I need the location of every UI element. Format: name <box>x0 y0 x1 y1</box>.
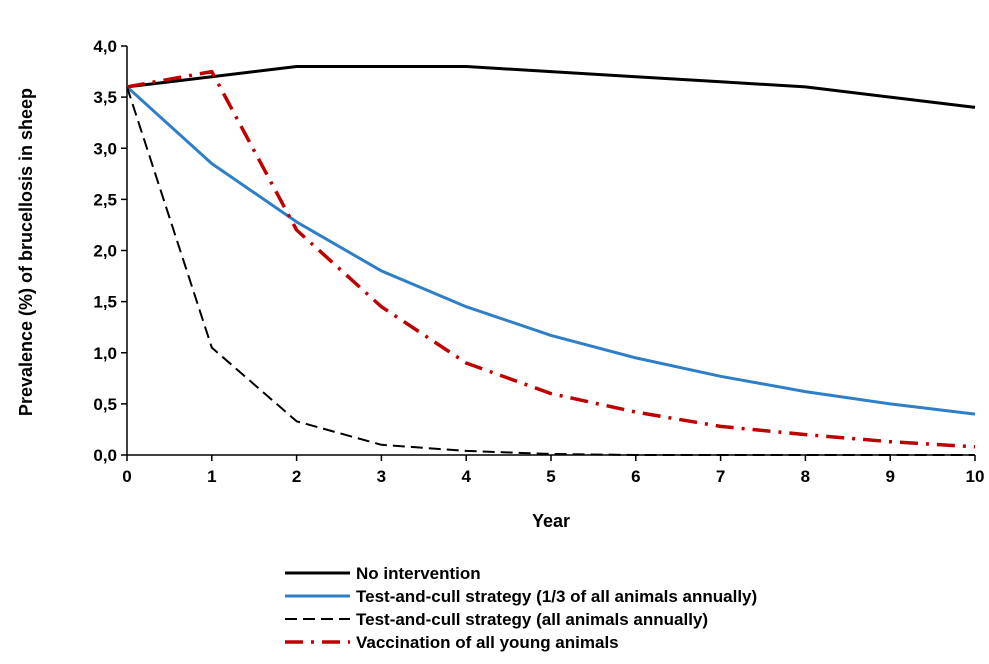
x-tick-label: 6 <box>631 467 640 486</box>
x-tick-label: 5 <box>546 467 555 486</box>
series-line-3 <box>126 86 975 456</box>
x-tick-label: 4 <box>461 467 471 486</box>
x-tick-label: 1 <box>207 467 216 486</box>
x-tick-label: 0 <box>122 467 131 486</box>
series-line-2 <box>125 85 976 416</box>
x-tick-label: 10 <box>966 467 985 486</box>
legend-label-3: Test-and-cull strategy (all animals annu… <box>356 610 708 629</box>
x-tick-label: 2 <box>292 467 301 486</box>
y-tick-label: 3,5 <box>93 88 117 107</box>
y-tick-label: 4,0 <box>93 37 117 56</box>
y-tick-label: 2,0 <box>93 242 117 261</box>
x-axis-title: Year <box>532 511 570 531</box>
y-tick-label: 3,0 <box>93 139 117 158</box>
x-tick-label: 8 <box>801 467 810 486</box>
plot-area: 0,0 0,5 1,0 1,5 2,0 2,5 3,0 3,5 4,0 0 1 2 3 4 5 6 7 8 9 10 <box>93 37 984 486</box>
legend-label-2: Test-and-cull strategy (1/3 of all anima… <box>356 587 757 606</box>
series-line-1 <box>126 65 976 109</box>
x-tick-label: 9 <box>885 467 894 486</box>
legend: No intervention Test-and-cull strategy (1… <box>285 564 757 652</box>
x-tick-label: 3 <box>377 467 386 486</box>
y-tick-label: 0,0 <box>93 446 117 465</box>
y-axis-title: Prevalence (%) of brucellosis in sheep <box>16 88 36 416</box>
legend-label-4: Vaccination of all young animals <box>356 633 619 652</box>
series-line-4 <box>126 69 976 449</box>
y-tick-label: 0,5 <box>93 395 117 414</box>
legend-label-1: No intervention <box>356 564 481 583</box>
y-tick-label: 2,5 <box>93 190 117 209</box>
x-tick-label: 7 <box>716 467 725 486</box>
y-tick-label: 1,0 <box>93 344 117 363</box>
y-tick-label: 1,5 <box>93 293 117 312</box>
